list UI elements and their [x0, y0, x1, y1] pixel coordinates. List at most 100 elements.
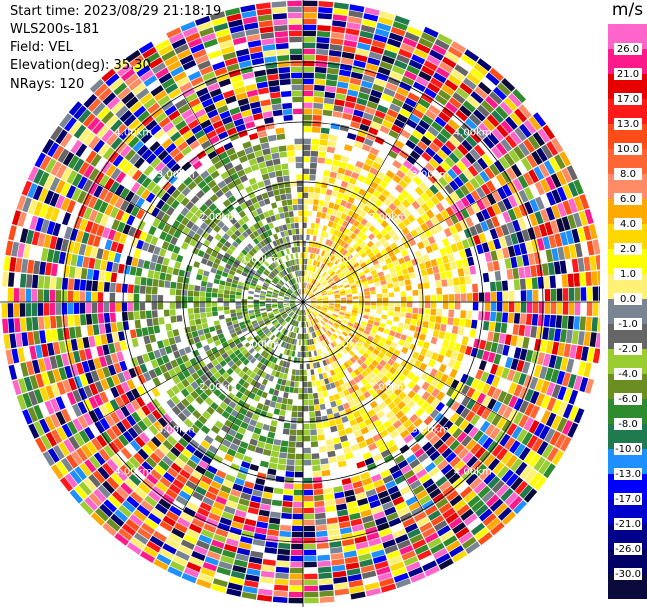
ppi-gate-group — [452, 92, 466, 104]
ppi-gate-group — [345, 28, 360, 36]
ppi-gate-group — [296, 174, 303, 282]
ppi-gate-group — [269, 517, 281, 525]
ppi-gate-group — [313, 310, 458, 435]
ppi-gate-group — [469, 265, 477, 275]
ppi-gate-group — [391, 32, 436, 108]
ppi-gate-group — [258, 20, 273, 28]
colorbar-tick-label: 1.0 — [620, 269, 636, 280]
ring-label: 4.00km — [114, 467, 152, 478]
ppi-gate-group — [11, 348, 20, 364]
ppi-gate-group — [145, 192, 156, 203]
ppi-gate-group — [100, 334, 108, 345]
ppi-ray — [225, 7, 302, 295]
ppi-gate-group — [218, 78, 237, 105]
ppi-gate-group — [45, 262, 52, 276]
ppi-gate-group — [418, 98, 431, 109]
ppi-gate-group — [93, 139, 105, 153]
ppi-gate-group — [497, 165, 578, 213]
ppi-gate-group — [189, 170, 279, 274]
ppi-gate-group — [341, 51, 355, 60]
ppi-gate-group — [303, 8, 348, 295]
ppi-ray — [59, 113, 297, 298]
ppi-gate-group — [203, 124, 215, 134]
ppi-gate-group — [477, 485, 491, 499]
ppi-ray — [304, 309, 366, 600]
ppi-gate-group — [255, 75, 267, 83]
ppi-gate-group — [166, 185, 177, 195]
ppi-gate-group — [303, 316, 312, 466]
ppi-ray — [303, 309, 350, 596]
ppi-gate-group — [229, 576, 244, 586]
ppi-gate-group — [127, 284, 134, 294]
ppi-gate-group — [144, 517, 159, 530]
ppi-ray — [304, 7, 380, 295]
ppi-gate-group — [283, 471, 295, 502]
ppi-gate-group — [109, 292, 260, 302]
ppi-gate-group — [475, 369, 557, 412]
ppi-gate-group — [563, 343, 572, 358]
ppi-gate-group — [37, 232, 46, 247]
ppi-gate-group — [120, 405, 131, 418]
ppi-gate-group — [181, 448, 193, 459]
ppi-gate-group — [247, 40, 268, 89]
ppi-gate-group — [501, 78, 516, 92]
ppi-gate-group — [123, 114, 137, 127]
ppi-gate-group — [187, 181, 278, 276]
ppi-gate-group — [355, 118, 372, 143]
ppi-gate-group — [114, 532, 129, 546]
ppi-gate-group — [263, 179, 300, 289]
ppi-gate-group — [303, 72, 314, 79]
ppi-gate-group — [329, 541, 342, 548]
ppi-gate-group — [314, 500, 329, 549]
ppi-gate-group — [515, 461, 528, 476]
ppi-gate-group — [519, 242, 528, 255]
ppi-gate-group — [74, 267, 106, 282]
ppi-gate-group — [210, 453, 234, 490]
ppi-gate-group — [373, 511, 394, 543]
ppi-gate-group — [464, 118, 478, 131]
ppi-gate-group — [138, 41, 154, 54]
ppi-gate-group — [21, 258, 266, 298]
ppi-gate-group — [445, 451, 457, 463]
ppi-gate-group — [504, 334, 560, 355]
ppi-gate-group — [228, 19, 243, 28]
ppi-gate-group — [481, 208, 491, 220]
ppi-gate-group — [334, 491, 345, 499]
ppi-gate-group — [118, 467, 179, 541]
ppi-gate-group — [217, 105, 298, 290]
ppi-gate-group — [79, 374, 89, 387]
ppi-gate-group — [445, 180, 496, 217]
ppi-gate-group — [237, 315, 244, 320]
ppi-ray — [311, 270, 600, 302]
ppi-gate-group — [448, 517, 463, 529]
ppi-gate-group — [463, 423, 474, 435]
ppi-gate-group — [305, 145, 327, 277]
ppi-gate-group — [490, 363, 499, 375]
ppi-gate-group — [356, 97, 368, 106]
ppi-gate-group — [165, 83, 206, 140]
ppi-gate-group — [106, 413, 173, 472]
station-label: WLS200s-181 — [10, 22, 100, 37]
ppi-gate-group — [424, 87, 437, 99]
colorbar: 26.021.017.013.010.08.06.04.02.01.00.0-1… — [608, 24, 647, 599]
ppi-gate-group — [409, 533, 424, 544]
ppi-gate-group — [328, 20, 347, 57]
ppi-gate-group — [401, 550, 416, 561]
ppi-gate-group — [433, 72, 447, 84]
ppi-gate-group — [194, 512, 207, 523]
ppi-gate-group — [207, 49, 222, 60]
ppi-gate-group — [305, 150, 319, 265]
ppi-gate-group — [152, 311, 286, 387]
ppi-gate-group — [385, 480, 397, 490]
ppi-gate-group — [137, 144, 149, 157]
ppi-gate-group — [452, 427, 491, 463]
ppi-gate-group — [508, 496, 523, 510]
ppi-gate-group — [102, 436, 162, 494]
ppi-gate-group — [73, 350, 81, 363]
ppi-gate-group — [376, 363, 384, 371]
ppi-gate-group — [548, 234, 557, 249]
ppi-gate-group — [121, 523, 137, 537]
ppi-gate-group — [448, 136, 461, 148]
ppi-gate-group — [411, 54, 426, 65]
ppi-gate-group — [443, 420, 500, 471]
